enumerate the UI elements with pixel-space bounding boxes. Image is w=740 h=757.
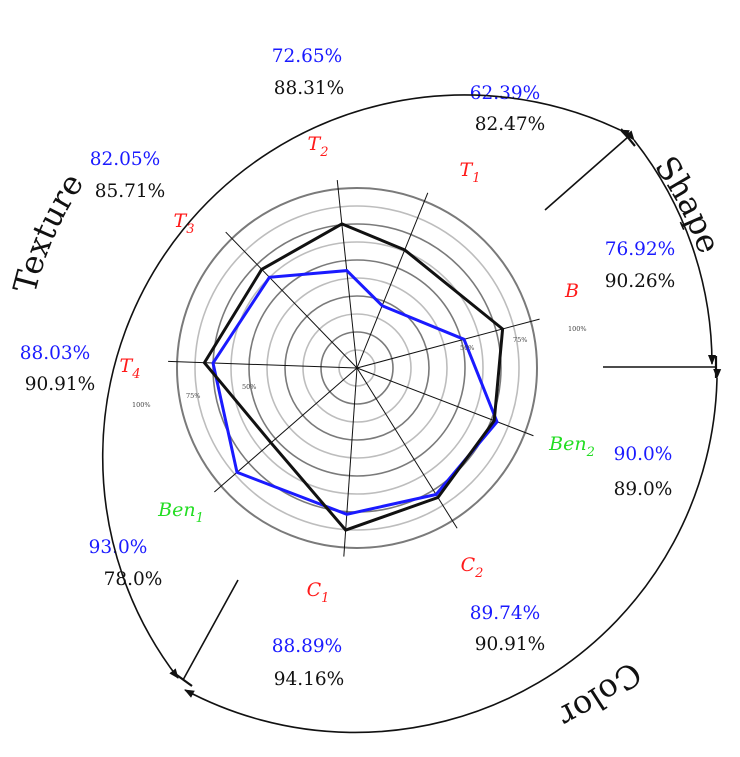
tick-label-100-left: 100% [132, 401, 151, 409]
axis-label-5: Ben1 [157, 499, 204, 526]
axis-label-subscript: 1 [472, 171, 480, 186]
value-blue-1: 62.39% [470, 83, 541, 104]
value-blue-0: 76.92% [605, 239, 676, 260]
axis-label-4: T4 [120, 355, 141, 382]
spoke-4 [168, 360, 358, 369]
axis-label-subscript: 2 [319, 145, 328, 160]
value-black-3: 85.71% [95, 181, 166, 202]
axis-label-1: T1 [460, 159, 481, 186]
divider-color-texture-tick [173, 672, 193, 687]
tick-label-100-right: 100% [568, 325, 587, 333]
value-black-1: 82.47% [475, 114, 546, 135]
group-label-color: Color [552, 654, 649, 736]
outer-arc-shape [625, 130, 716, 365]
value-black-0: 90.26% [605, 271, 676, 292]
value-blue-8: 90.0% [614, 444, 673, 465]
value-blue-3: 82.05% [90, 149, 161, 170]
value-blue-2: 72.65% [272, 46, 343, 67]
axis-label-subscript: 1 [321, 591, 329, 606]
outer-arc-texture-shape [101, 94, 630, 679]
axis-label-subscript: 2 [474, 566, 483, 581]
axis-label-3: T3 [174, 210, 195, 237]
value-blue-4: 88.03% [20, 343, 91, 364]
axis-label-2: T2 [308, 133, 329, 160]
group-label-texture: Texture [6, 166, 91, 297]
value-blue-5: 93.0% [89, 537, 148, 558]
tick-label-75-left: 75% [186, 392, 200, 400]
tick-label-50-right: 50% [460, 344, 474, 352]
divider-shape-texture [544, 136, 629, 211]
divider-shape-texture-tick [620, 128, 636, 147]
axis-label-subscript: 4 [131, 367, 140, 382]
value-black-8: 89.0% [614, 479, 673, 500]
value-black-5: 78.0% [104, 569, 163, 590]
value-blue-6: 88.89% [272, 636, 343, 657]
axis-label-0: B [564, 280, 579, 302]
divider-color-texture [182, 579, 239, 681]
spoke-2 [336, 179, 358, 369]
value-blue-7: 89.74% [470, 603, 541, 624]
tick-label-75-right: 75% [513, 336, 527, 344]
tick-label-50-left: 50% [242, 383, 256, 391]
spoke-8 [356, 367, 534, 437]
axis-label-6: C1 [307, 579, 330, 606]
outer-arc-color [184, 368, 722, 734]
value-black-4: 90.91% [25, 374, 96, 395]
axis-label-8: Ben2 [548, 433, 595, 460]
spoke-1 [356, 192, 429, 369]
spoke-7 [356, 367, 458, 529]
axis-label-7: C2 [461, 554, 484, 581]
value-black-2: 88.31% [274, 78, 345, 99]
axis-label-subscript: 1 [196, 511, 204, 526]
radar-spokes [168, 179, 540, 557]
value-black-6: 94.16% [274, 669, 345, 690]
value-black-7: 90.91% [475, 634, 546, 655]
axis-label-subscript: 2 [586, 445, 595, 460]
